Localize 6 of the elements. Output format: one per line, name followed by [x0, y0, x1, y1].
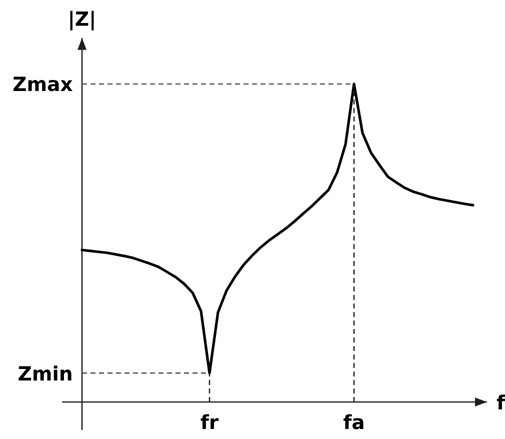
- x-tick-label: fa: [344, 414, 364, 430]
- x-tick-label: fr: [200, 414, 218, 430]
- ref-line-label: Zmax: [13, 76, 73, 92]
- x-axis-title: f: [496, 394, 505, 410]
- y-axis-title: |Z|: [70, 10, 94, 30]
- ref-line-label: Zmin: [18, 366, 72, 380]
